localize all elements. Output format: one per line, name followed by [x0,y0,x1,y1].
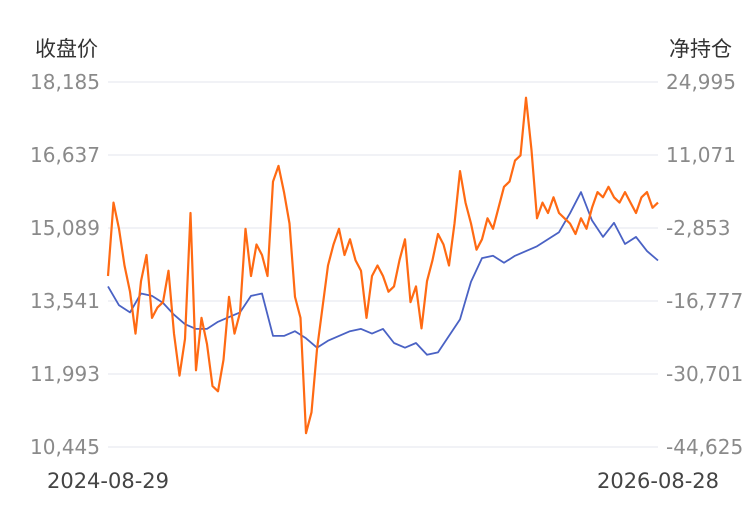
right-tick-label: 24,995 [666,70,736,94]
right-tick-label: 11,071 [666,143,736,167]
grid-lines [108,81,658,448]
left-tick-label: 11,993 [30,362,100,386]
left-tick-label: 18,185 [30,70,100,94]
left-tick-label: 16,637 [30,143,100,167]
right-axis-ticks: 24,995 11,071 -2,853 -16,777 -30,701 -44,625 [666,70,743,459]
right-axis-title: 净持仓 [669,37,732,61]
net-position-line [106,96,659,435]
right-tick-label: -30,701 [666,362,743,386]
left-tick-label: 13,541 [30,289,100,313]
left-axis-ticks: 18,185 16,637 15,089 13,541 11,993 10,445 [30,70,100,459]
right-tick-label: -2,853 [666,216,730,240]
right-tick-label: -16,777 [666,289,743,313]
left-axis-title: 收盘价 [35,37,98,61]
left-tick-label: 10,445 [30,435,100,459]
series-layer [106,96,659,435]
right-tick-label: -44,625 [666,435,743,459]
left-tick-label: 15,089 [30,216,100,240]
x-start-date-label: 2024-08-29 [47,469,169,493]
x-end-date-label: 2026-08-28 [597,469,719,493]
